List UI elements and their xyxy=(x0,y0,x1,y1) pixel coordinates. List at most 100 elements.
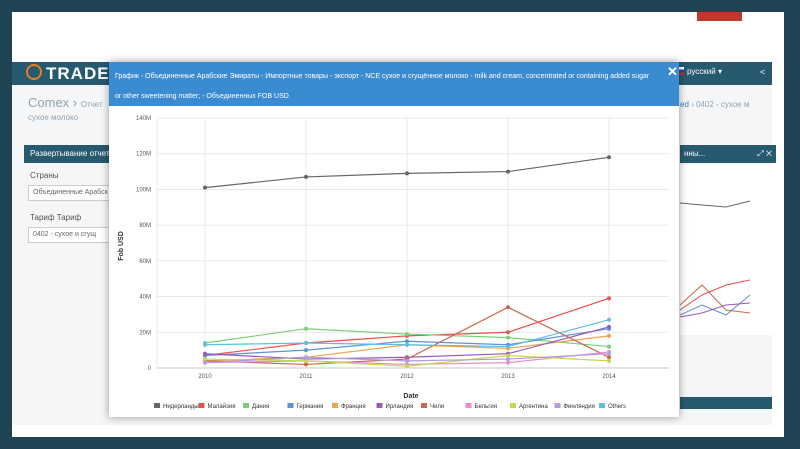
bg-series-line xyxy=(679,284,751,314)
left-panel-title[interactable]: Развертывание отчет xyxy=(24,145,120,163)
data-point xyxy=(506,360,510,365)
legend-label: Финляндия xyxy=(564,404,595,410)
legend-item[interactable]: Others xyxy=(599,403,626,410)
legend-swatch xyxy=(421,403,427,408)
y-tick-label: 20M xyxy=(139,330,151,336)
data-point xyxy=(607,333,611,338)
slide-accent-bar xyxy=(697,12,742,21)
data-point xyxy=(304,341,308,345)
legend-label: Чили xyxy=(430,404,444,410)
legend-label: Бельгия xyxy=(475,404,498,410)
logo-text: TRADE xyxy=(46,64,110,83)
tariff-label: Тариф Тариф xyxy=(30,213,82,222)
breadcrumb: Comex › Отчет xyxy=(28,95,103,110)
legend-item[interactable]: Ирландия xyxy=(376,403,414,410)
x-tick-label: 2014 xyxy=(602,374,616,380)
legend-item[interactable]: Чили xyxy=(421,403,444,410)
breadcrumb-subtitle: сухое молоко xyxy=(28,113,79,122)
legend-item[interactable]: Малайзия xyxy=(198,403,236,410)
legend-label: Ирландия xyxy=(386,404,414,410)
data-point xyxy=(607,351,611,356)
legend-label: Франция xyxy=(341,404,366,410)
breadcrumb-right-link[interactable]: ed xyxy=(680,100,689,109)
data-point xyxy=(607,324,611,329)
data-point xyxy=(203,185,207,190)
y-tick-label: 120M xyxy=(136,152,151,158)
x-tick-label: 2013 xyxy=(501,374,515,380)
breadcrumb-root[interactable]: Comex xyxy=(28,95,70,110)
data-point xyxy=(506,330,510,335)
tariff-field[interactable]: 0402 - сухое и сгущ xyxy=(28,227,124,243)
legend-label: Нидерланды xyxy=(163,404,199,410)
legend-item[interactable]: Аргентина xyxy=(510,403,548,410)
y-axis-ticks: 0 20M 40M 60M 80M 100M 120M 140M xyxy=(136,116,152,372)
language-label: русский xyxy=(687,67,716,76)
legend-swatch xyxy=(465,403,472,408)
y-tick-label: 60M xyxy=(139,259,151,265)
legend-item[interactable]: Бельгия xyxy=(465,403,498,410)
data-point xyxy=(405,171,409,176)
legend-item[interactable]: Франция xyxy=(332,403,366,410)
legend-swatch xyxy=(599,403,605,408)
data-point xyxy=(203,357,207,362)
legend-swatch xyxy=(332,403,338,408)
app-logo[interactable]: TRADE xyxy=(26,64,110,84)
series-group xyxy=(203,155,611,190)
x-tick-label: 2012 xyxy=(400,374,414,380)
globe-icon xyxy=(26,64,42,80)
bg-series-line xyxy=(679,302,751,318)
data-point xyxy=(304,358,308,363)
data-point xyxy=(506,335,510,340)
share-icon[interactable]: < xyxy=(760,67,766,77)
background-chart-svg xyxy=(679,200,751,318)
close-icon[interactable]: ✕ xyxy=(667,64,678,79)
legend-item[interactable]: Германия xyxy=(287,403,324,410)
legend-swatch xyxy=(554,403,561,408)
series-group xyxy=(203,326,611,349)
x-axis-ticks: 2010 2011 2012 2013 2014 xyxy=(198,374,616,380)
data-point xyxy=(607,358,611,363)
countries-field[interactable]: Объединенные Арабск xyxy=(28,185,124,201)
data-point xyxy=(506,353,510,358)
legend-item[interactable]: Нидерланды xyxy=(154,403,199,410)
legend-swatch xyxy=(287,403,294,408)
language-selector[interactable]: русский ▾ xyxy=(672,67,722,76)
breadcrumb-report[interactable]: Отчет xyxy=(80,100,103,109)
breadcrumb-right-text: 0402 - сухое м xyxy=(696,100,750,109)
legend-item[interactable]: Дания xyxy=(243,403,269,410)
bg-series-line xyxy=(679,294,751,316)
legend-label: Германия xyxy=(297,404,324,410)
chart-series xyxy=(203,155,611,369)
series-group xyxy=(203,317,611,349)
expand-icon[interactable]: ⤢ ✕ xyxy=(757,149,772,158)
y-tick-label: 0 xyxy=(148,366,152,372)
chart-modal: График - Объединенные Арабские Эмираты -… xyxy=(109,62,679,417)
breadcrumb-right: ed › 0402 - сухое м xyxy=(680,100,750,109)
legend-swatch xyxy=(154,403,160,408)
bg-series-line xyxy=(679,200,751,208)
legend-swatch xyxy=(198,403,205,408)
x-axis-label: Date xyxy=(403,393,418,400)
data-point xyxy=(304,362,308,367)
data-point xyxy=(203,342,207,347)
data-point xyxy=(304,355,308,360)
series-group xyxy=(203,351,611,365)
data-point xyxy=(304,326,308,331)
legend-label: Дания xyxy=(252,404,269,410)
y-tick-label: 140M xyxy=(136,116,151,122)
data-point xyxy=(304,348,308,353)
data-point xyxy=(203,360,207,365)
data-point xyxy=(506,169,510,174)
legend-swatch xyxy=(243,403,249,408)
data-point xyxy=(607,155,611,160)
data-point xyxy=(607,296,611,301)
legend-item[interactable]: Финляндия xyxy=(554,403,595,410)
data-point xyxy=(506,357,510,362)
data-point xyxy=(203,351,207,356)
y-tick-label: 80M xyxy=(139,223,151,229)
modal-title: График - Объединенные Арабские Эмираты -… xyxy=(115,73,650,100)
legend-label: Малайзия xyxy=(208,403,236,410)
data-point xyxy=(405,339,409,344)
right-panel-title: нны... xyxy=(684,149,706,158)
data-point xyxy=(506,305,510,310)
